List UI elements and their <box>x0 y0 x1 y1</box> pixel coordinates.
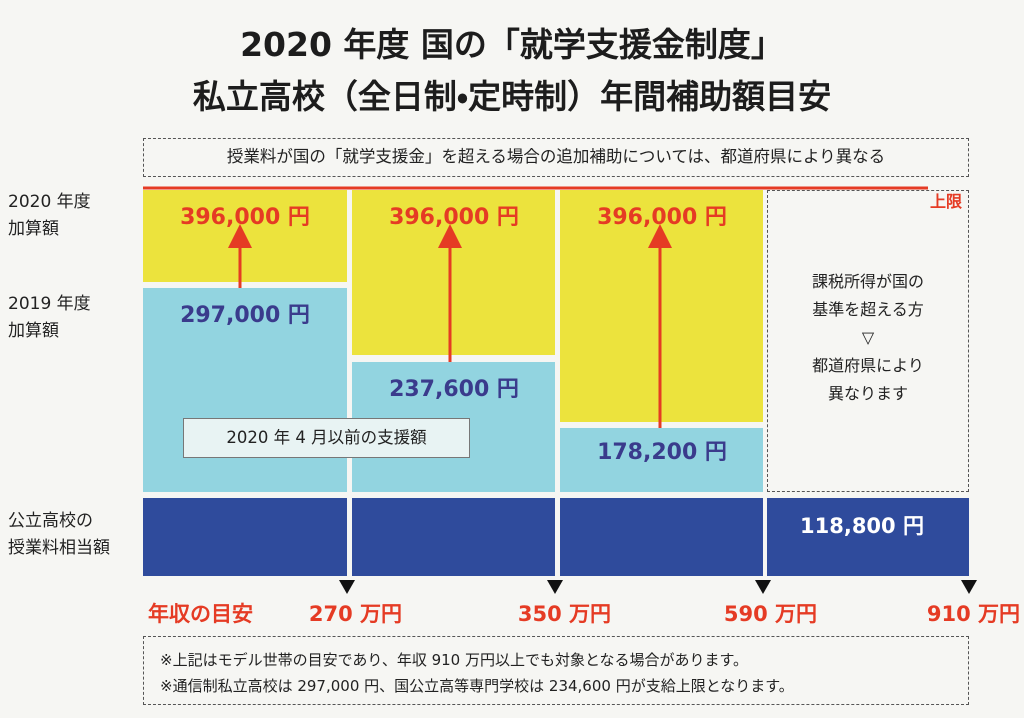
top-note: 授業料が国の「就学支援金」を超える場合の追加補助については、都道府県により異なる <box>143 138 969 177</box>
label-line: 公立高校の <box>8 511 93 531</box>
title: 2020 年度 国の「就学支援金制度」 <box>240 25 784 64</box>
pre-april-label: 2020 年 4 月以前の支援額 <box>183 418 470 458</box>
block-2020 <box>352 190 555 355</box>
amount-2019: 237,600 円 <box>389 377 519 402</box>
public-block <box>143 498 347 576</box>
income-label: 年収の目安 <box>148 602 253 626</box>
label-line: 2019 年度 <box>8 294 91 314</box>
marker <box>339 580 355 594</box>
income-mark: 590 万円 <box>723 602 817 626</box>
outside-box <box>767 190 969 492</box>
title: 私立高校（全日制・定時制）年間補助額目安 <box>192 77 832 116</box>
row-label: 公立高校の授業料相当額 <box>8 508 110 562</box>
income-mark: 350 万円 <box>517 602 611 626</box>
label-line: 加算額 <box>8 219 59 239</box>
label-line: 授業料相当額 <box>8 538 110 558</box>
text-line: 異なります <box>827 384 908 403</box>
amount-2019: 297,000 円 <box>180 303 310 328</box>
text-line: 基準を超える方 <box>812 300 924 319</box>
block-2019 <box>560 428 763 492</box>
marker <box>755 580 771 594</box>
public-block <box>352 498 555 576</box>
public-block <box>560 498 763 576</box>
marker <box>961 580 977 594</box>
public-block <box>767 498 969 576</box>
over-standard-text: 課税所得が国の 基準を超える方 ▽ 都道府県により 異なります <box>767 268 969 408</box>
amount-2020: 396,000 円 <box>597 205 727 230</box>
text-line: 課税所得が国の <box>811 272 924 291</box>
block-2019 <box>143 288 347 492</box>
row-label: 2020 年度 加算額 <box>8 189 91 243</box>
marker <box>547 580 563 594</box>
amount-2020: 396,000 円 <box>389 205 519 230</box>
income-mark: 270 万円 <box>308 602 402 626</box>
footnote: ※通信制私立高校は 297,000 円、国公立高等専門学校は 234,600 円… <box>160 677 794 695</box>
footnotes: ※上記はモデル世帯の目安であり、年収 910 万円以上でも対象となる場合がありま… <box>143 636 969 705</box>
row-label: 2019 年度 加算額 <box>8 291 91 345</box>
text-line: ▽ <box>861 328 875 347</box>
income-mark: 910 万円 <box>926 602 1020 626</box>
amount-2020: 396,000 円 <box>180 205 310 230</box>
amount-2019: 178,200 円 <box>597 440 727 465</box>
public-amount: 118,800 円 <box>800 514 924 538</box>
text-line: 都道府県により <box>812 356 924 375</box>
footnote: ※上記はモデル世帯の目安であり、年収 910 万円以上でも対象となる場合がありま… <box>160 651 749 669</box>
label-line: 2020 年度 <box>8 192 91 212</box>
cap-label: 上限 <box>930 192 963 211</box>
label-line: 加算額 <box>8 321 59 341</box>
